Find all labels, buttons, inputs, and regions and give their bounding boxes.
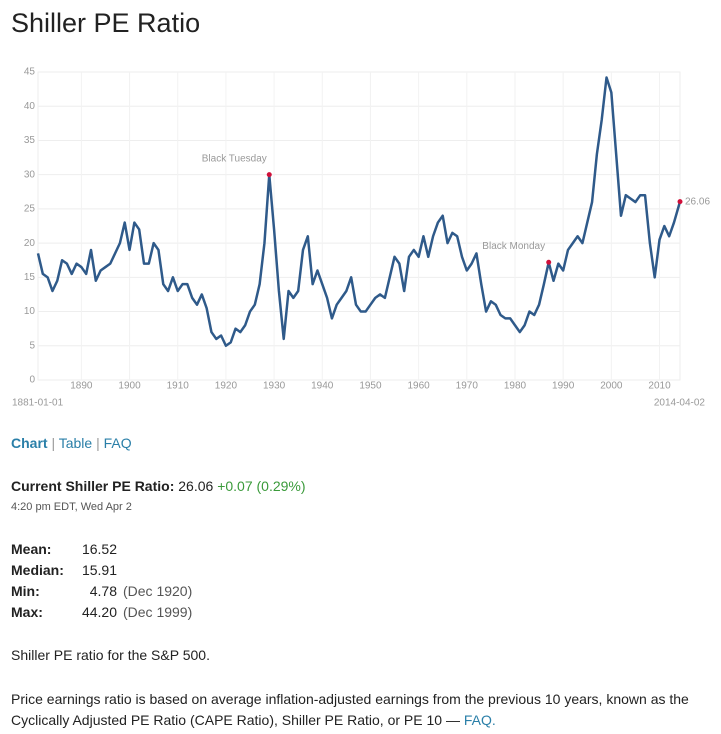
x-tick-label: 1960 [407,381,430,392]
stat-date: (Dec 1999) [123,604,193,620]
nav-link[interactable]: FAQ [103,435,132,451]
page-title: Shiller PE Ratio [11,8,201,38]
stat-value: 4.78 [89,583,117,599]
current-change: +0.07 (0.29%) [217,478,306,494]
y-tick-label: 40 [24,101,36,112]
y-tick-label: 30 [24,169,36,180]
x-tick-label: 1940 [311,381,334,392]
y-tick-label: 15 [24,272,36,283]
stat-label: Mean: [11,541,52,557]
annotation-marker [546,259,552,265]
x-tick-label: 1890 [70,381,93,392]
stat-label: Max: [11,604,43,620]
annotation-label: Black Tuesday [202,153,267,164]
stat-date: (Dec 1920) [123,583,193,599]
y-tick-label: 45 [24,67,36,78]
x-tick-label: 1970 [456,381,479,392]
x-tick-label: 1990 [552,381,575,392]
x-tick-label: 1950 [359,381,382,392]
y-tick-label: 0 [29,375,35,386]
x-tick-label: 2000 [600,381,623,392]
current: Current Shiller PE Ratio: 26.06 +0.07 (0… [11,478,306,494]
start-label: 1881-01-01 [12,398,64,409]
y-tick-label: 20 [24,238,36,249]
paragraph: Price earnings ratio is based on average… [11,689,716,731]
x-tick-label: 2010 [648,381,671,392]
x-tick-label: 1910 [167,381,190,392]
stat-label: Median: [11,562,64,578]
current-time: 4:20 pm EDT, Wed Apr 2 [11,501,132,513]
current-label: Current Shiller PE Ratio: [11,478,175,494]
stat-value: 15.91 [81,562,117,578]
description: Shiller PE ratio for the S&P 500. [11,647,210,663]
annotation-label: Black Monday [482,241,545,252]
annotation-marker [266,172,272,178]
end-value-label: 26.06 [685,196,710,207]
y-tick-label: 25 [24,204,36,215]
x-tick-label: 1980 [504,381,527,392]
chart: 0 5 10 15 20 25 30 35 40 45 1890 1900 1910 1920 1930 19… [12,67,710,409]
faq-link[interactable]: FAQ. [463,712,496,728]
nav-link[interactable]: Chart [11,435,48,451]
x-tick-label: 1900 [118,381,141,392]
nav-link[interactable]: Table [58,435,93,451]
current-value: 26.06 [178,478,214,494]
stat-label: Min: [11,583,40,599]
end-marker [677,199,683,205]
x-tick-label: 1920 [215,381,238,392]
line [36,76,682,348]
stat-value: 44.20 [81,604,117,620]
stat-value: 16.52 [81,541,117,557]
end-label: 2014-04-02 [654,398,706,409]
y-tick-label: 5 [29,340,35,351]
y-tick-label: 10 [24,306,36,317]
paragraph-text: Price earnings ratio is based on average… [11,691,689,728]
x-tick-label: 1930 [263,381,286,392]
y-tick-label: 35 [24,135,36,146]
nav: Chart | Table | FAQ [11,435,132,451]
